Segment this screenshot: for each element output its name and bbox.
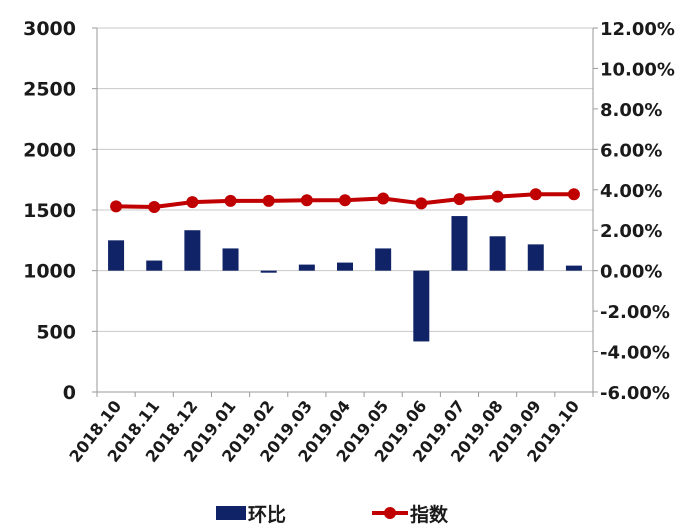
line-point-2019.02 [262,194,275,207]
right-tick-label: -2.00% [600,302,670,323]
left-tick-label: 0 [63,382,76,404]
right-tick-label: -4.00% [600,343,670,364]
left-tick-label: 3000 [23,18,76,40]
right-tick-label: 10.00% [600,59,675,80]
line-series [110,188,580,213]
legend: 环比 指数 [216,503,449,526]
right-tick-label: 6.00% [600,140,662,161]
bar-2018.11 [146,260,163,271]
line-point-2019.06 [415,197,428,210]
bar-2019.01 [222,248,239,271]
bar-2019.08 [489,236,506,271]
axes [92,27,598,397]
right-tick-label: 4.00% [600,181,662,202]
legend-label-bar: 环比 [248,504,286,526]
bar-2019.06 [413,270,430,342]
right-tick-label: 2.00% [600,221,662,242]
bar-2018.12 [184,230,201,271]
line-point-2019.07 [453,193,466,206]
legend-swatch-marker [384,507,396,519]
left-tick-label: 1500 [23,200,76,222]
left-tick-label: 2000 [23,139,76,161]
right-tick-label: -6.00% [600,383,670,404]
bar-2019.10 [565,265,582,271]
bar-2019.03 [298,264,315,271]
left-tick-label: 500 [36,321,76,343]
left-tick-label: 2500 [23,79,76,101]
bar-2019.05 [375,248,392,271]
legend-label-line: 指数 [410,503,449,526]
bar-series [108,216,582,342]
line-point-2019.10 [567,188,580,201]
bar-2019.07 [451,216,468,271]
line-point-2019.09 [529,188,542,201]
line-point-2019.03 [300,194,313,207]
line-point-2019.08 [491,190,504,203]
right-tick-label: 8.00% [600,100,662,121]
gridlines [97,27,593,332]
line-point-2019.04 [339,194,351,207]
line-point-2018.10 [110,200,123,213]
line-point-2018.12 [186,196,199,209]
tick-labels: 0 500 1000 1500 2000 2500 3000 -6.00% -4.00% -2.0… [23,18,675,466]
bar-2018.10 [108,240,125,271]
line-point-2019.05 [377,192,390,205]
bar-2019.04 [337,262,353,271]
line-point-2018.11 [148,200,161,213]
left-tick-label: 1000 [23,261,76,283]
right-tick-label: 12.00% [600,19,675,40]
line-point-2019.01 [224,194,237,207]
bar-2019.02 [260,270,277,273]
legend-swatch-bar [216,506,246,520]
right-tick-label: 0.00% [600,262,662,283]
bar-2019.09 [527,244,544,271]
